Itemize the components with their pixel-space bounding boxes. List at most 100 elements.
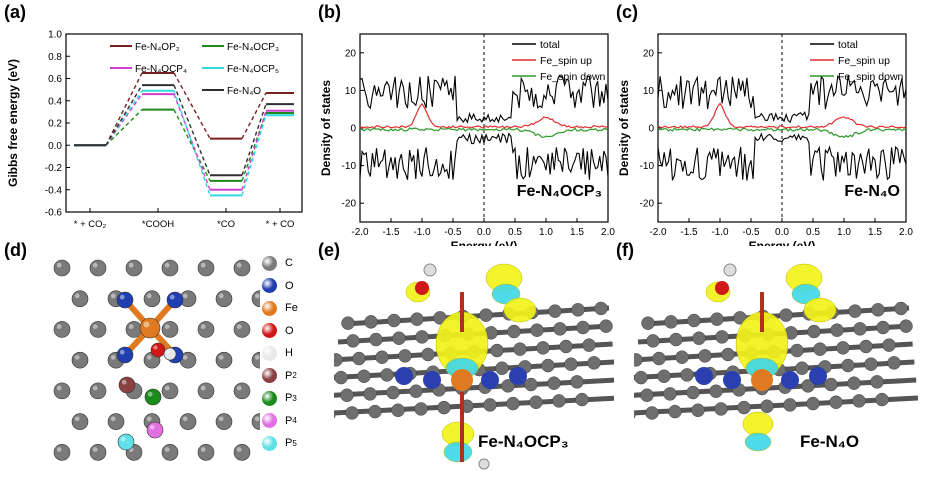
carbon-atom xyxy=(634,370,648,385)
y-tick-label: -10 xyxy=(640,161,655,172)
panel-label-e: (e) xyxy=(318,240,340,260)
carbon-atom xyxy=(334,409,336,419)
atom-legend-label: P xyxy=(285,437,293,450)
chart-dos-fe-n4o: -2.0 -1.5 -1.0 -0.5 0.0 0.5 1.0 1.5 2.0 20 10 0 -10 -… xyxy=(617,33,913,246)
carbon-atom xyxy=(691,403,705,418)
legend-label: Fe_spin up xyxy=(838,55,890,67)
charge-depletion-lobe xyxy=(443,441,473,463)
carbon-atom xyxy=(341,316,355,330)
iron-atom xyxy=(451,369,473,391)
carbon-atom xyxy=(645,406,659,420)
carbon-atom xyxy=(559,339,573,354)
x-tick-label: 0.5 xyxy=(508,227,522,238)
structure-name-label: Fe-N₄O xyxy=(844,183,900,200)
carbon-atom xyxy=(391,403,405,418)
y-axis-label: Density of states xyxy=(617,80,631,176)
energy-connector xyxy=(105,72,143,146)
chart-dos-fe-n4ocp3: -2.0 -1.5 -1.0 -0.5 0.0 0.5 1.0 1.5 2.0 20 10 0 -10 -… xyxy=(319,33,615,246)
oxygen-atom xyxy=(415,281,429,295)
y-axis-label: Gibbs free energy (eV) xyxy=(6,59,20,187)
carbon-atom xyxy=(894,301,908,316)
carbon-atom xyxy=(599,319,613,333)
charge-accumulation-lobe xyxy=(742,411,774,437)
carbon-atom xyxy=(334,353,343,367)
carbon-atom xyxy=(340,388,354,402)
carbon-atom xyxy=(53,444,71,461)
nitrogen-atom xyxy=(695,367,713,385)
carbon-atom xyxy=(634,353,643,367)
y-tick-label: 0 xyxy=(350,124,356,135)
carbon-atom xyxy=(53,382,71,400)
atom-sphere-icon xyxy=(262,368,277,384)
legend-label: Fe-N₄OCP₄ xyxy=(135,64,187,75)
carbon-atom xyxy=(733,311,747,325)
carbon-atom xyxy=(640,388,654,402)
carbon-atom xyxy=(830,323,844,337)
nitrogen-atom xyxy=(116,291,134,309)
carbon-atom xyxy=(179,413,197,430)
carbon-atom xyxy=(807,324,821,339)
nitrogen-atom xyxy=(809,367,827,385)
atom-legend-item: Fe xyxy=(262,297,312,320)
x-tick-label: -2.0 xyxy=(649,227,667,238)
energy-connector xyxy=(241,115,267,196)
carbon-atom-highlight xyxy=(218,354,224,360)
carbon-atom xyxy=(587,356,601,370)
y-tick-label: 10 xyxy=(345,86,357,97)
carbon-atom-highlight xyxy=(128,324,134,330)
charge-depletion-lobe xyxy=(744,432,772,452)
energy-connector xyxy=(105,84,143,146)
carbon-atom xyxy=(887,356,901,370)
carbon-atom-highlight xyxy=(92,385,98,391)
x-tick-label: 2.0 xyxy=(601,227,615,238)
carbon-atom xyxy=(414,402,428,416)
y-tick-label: 0.6 xyxy=(48,74,62,85)
carbon-atom xyxy=(233,259,251,277)
atom-legend-subscript: 2 xyxy=(292,371,297,381)
atom-legend-item: O xyxy=(262,320,312,343)
structure-label-e: Fe-N₄OCP₃ xyxy=(478,432,569,451)
structure-label-f: Fe-N₄O xyxy=(800,432,860,451)
p5-atom-highlight xyxy=(120,436,126,442)
carbon-atom xyxy=(547,376,561,390)
carbon-atom xyxy=(876,320,890,335)
carbon-atom xyxy=(853,322,867,336)
atom-legend-label: O xyxy=(285,279,294,292)
atom-legend-subscript: 4 xyxy=(292,416,297,426)
carbon-atom xyxy=(668,404,682,419)
carbon-atom xyxy=(675,350,689,364)
carbon-atom-highlight xyxy=(146,293,152,299)
y-tick-label: -10 xyxy=(342,161,357,172)
x-category-label: *CO xyxy=(217,219,235,230)
carbon-atom-highlight xyxy=(200,324,206,330)
oxygen-atom xyxy=(150,342,166,358)
carbon-atom xyxy=(89,259,107,277)
legend-label: Fe_spin up xyxy=(540,55,592,67)
y-tick-label: -0.2 xyxy=(45,163,63,174)
charge-density-f xyxy=(634,263,919,452)
carbon-atom xyxy=(564,357,578,371)
carbon-atom xyxy=(714,402,728,416)
carbon-atom xyxy=(357,369,371,384)
carbon-atom-highlight xyxy=(218,293,224,299)
carbon-atom xyxy=(71,290,89,308)
carbon-atom xyxy=(594,301,608,316)
energy-connector xyxy=(241,112,267,182)
carbon-atom xyxy=(392,331,406,345)
y-tick-label: -20 xyxy=(342,199,357,210)
carbon-atom xyxy=(421,347,435,362)
y-tick-label: 0.0 xyxy=(48,141,62,152)
atom-sphere-icon xyxy=(262,278,277,294)
energy-connector xyxy=(173,72,211,139)
carbon-atom xyxy=(161,321,179,338)
panel-label-b: (b) xyxy=(318,2,341,22)
carbon-atom xyxy=(71,351,89,369)
carbon-atom-highlight xyxy=(74,354,80,360)
hydrogen-atom xyxy=(163,347,177,361)
carbon-atom xyxy=(251,413,260,430)
carbon-atom xyxy=(215,351,233,369)
carbon-atom-highlight xyxy=(164,385,170,391)
carbon-atom xyxy=(398,349,412,363)
x-tick-label: 0.5 xyxy=(806,227,820,238)
carbon-atom xyxy=(125,259,143,277)
